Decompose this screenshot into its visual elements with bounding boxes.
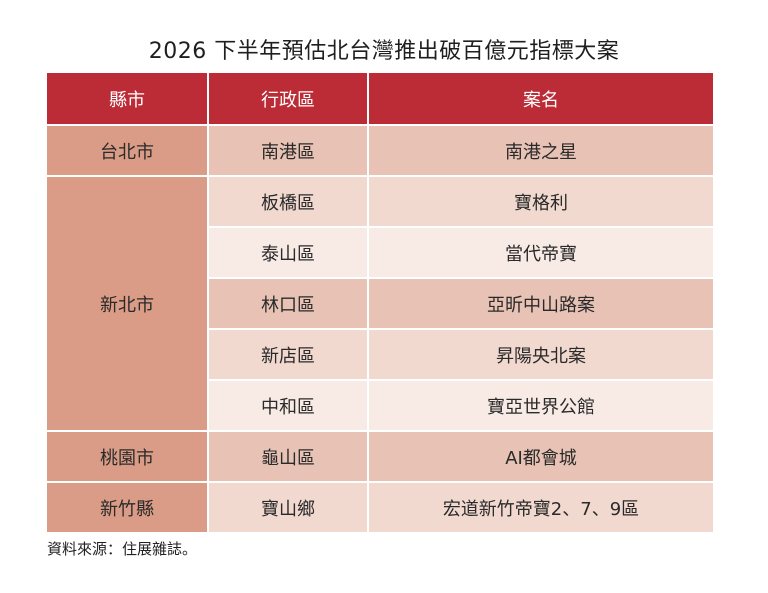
table-row: 新店區 昇陽央北案 xyxy=(47,328,713,379)
county-cell: 新北市 xyxy=(47,175,207,430)
source-note: 資料來源：住展雜誌。 xyxy=(47,540,198,558)
case-name-cell: 當代帝寶 xyxy=(367,226,713,277)
district-cell: 中和區 xyxy=(207,379,367,430)
table-header-row: 縣市 行政區 案名 xyxy=(47,73,713,124)
projects-table: 縣市 行政區 案名 台北市 南港區 南港之星 新北市 板橋區 寶格利 泰山區 當… xyxy=(47,73,713,532)
county-cell: 台北市 xyxy=(47,124,207,175)
district-cell: 林口區 xyxy=(207,277,367,328)
header-case-name: 案名 xyxy=(367,73,713,124)
county-cell: 新竹縣 xyxy=(47,481,207,532)
case-name-cell: 寶格利 xyxy=(367,175,713,226)
district-cell: 泰山區 xyxy=(207,226,367,277)
header-county: 縣市 xyxy=(47,73,207,124)
table-row: 新北市 板橋區 寶格利 xyxy=(47,175,713,430)
district-cell: 龜山區 xyxy=(207,430,367,481)
table-row: 台北市 南港區 南港之星 xyxy=(47,124,713,175)
case-name-cell: 寶亞世界公館 xyxy=(367,379,713,430)
table-row: 中和區 寶亞世界公館 xyxy=(47,379,713,430)
case-name-cell: 昇陽央北案 xyxy=(367,328,713,379)
table-row: 泰山區 當代帝寶 xyxy=(47,226,713,277)
district-cell: 南港區 xyxy=(207,124,367,175)
case-name-cell: 宏道新竹帝寶2、7、9區 xyxy=(367,481,713,532)
table-row: 桃園市 龜山區 AI都會城 xyxy=(47,430,713,481)
district-cell: 寶山鄉 xyxy=(207,481,367,532)
district-cell: 板橋區 xyxy=(207,175,367,226)
header-district: 行政區 xyxy=(207,73,367,124)
district-cell: 新店區 xyxy=(207,328,367,379)
case-name-cell: AI都會城 xyxy=(367,430,713,481)
table-row: 新竹縣 寶山鄉 宏道新竹帝寶2、7、9區 xyxy=(47,481,713,532)
table-title: 2026 下半年預估北台灣推出破百億元指標大案 xyxy=(148,39,620,64)
table-row: 林口區 亞昕中山路案 xyxy=(47,277,713,328)
case-name-cell: 南港之星 xyxy=(367,124,713,175)
county-cell: 桃園市 xyxy=(47,430,207,481)
case-name-cell: 亞昕中山路案 xyxy=(367,277,713,328)
